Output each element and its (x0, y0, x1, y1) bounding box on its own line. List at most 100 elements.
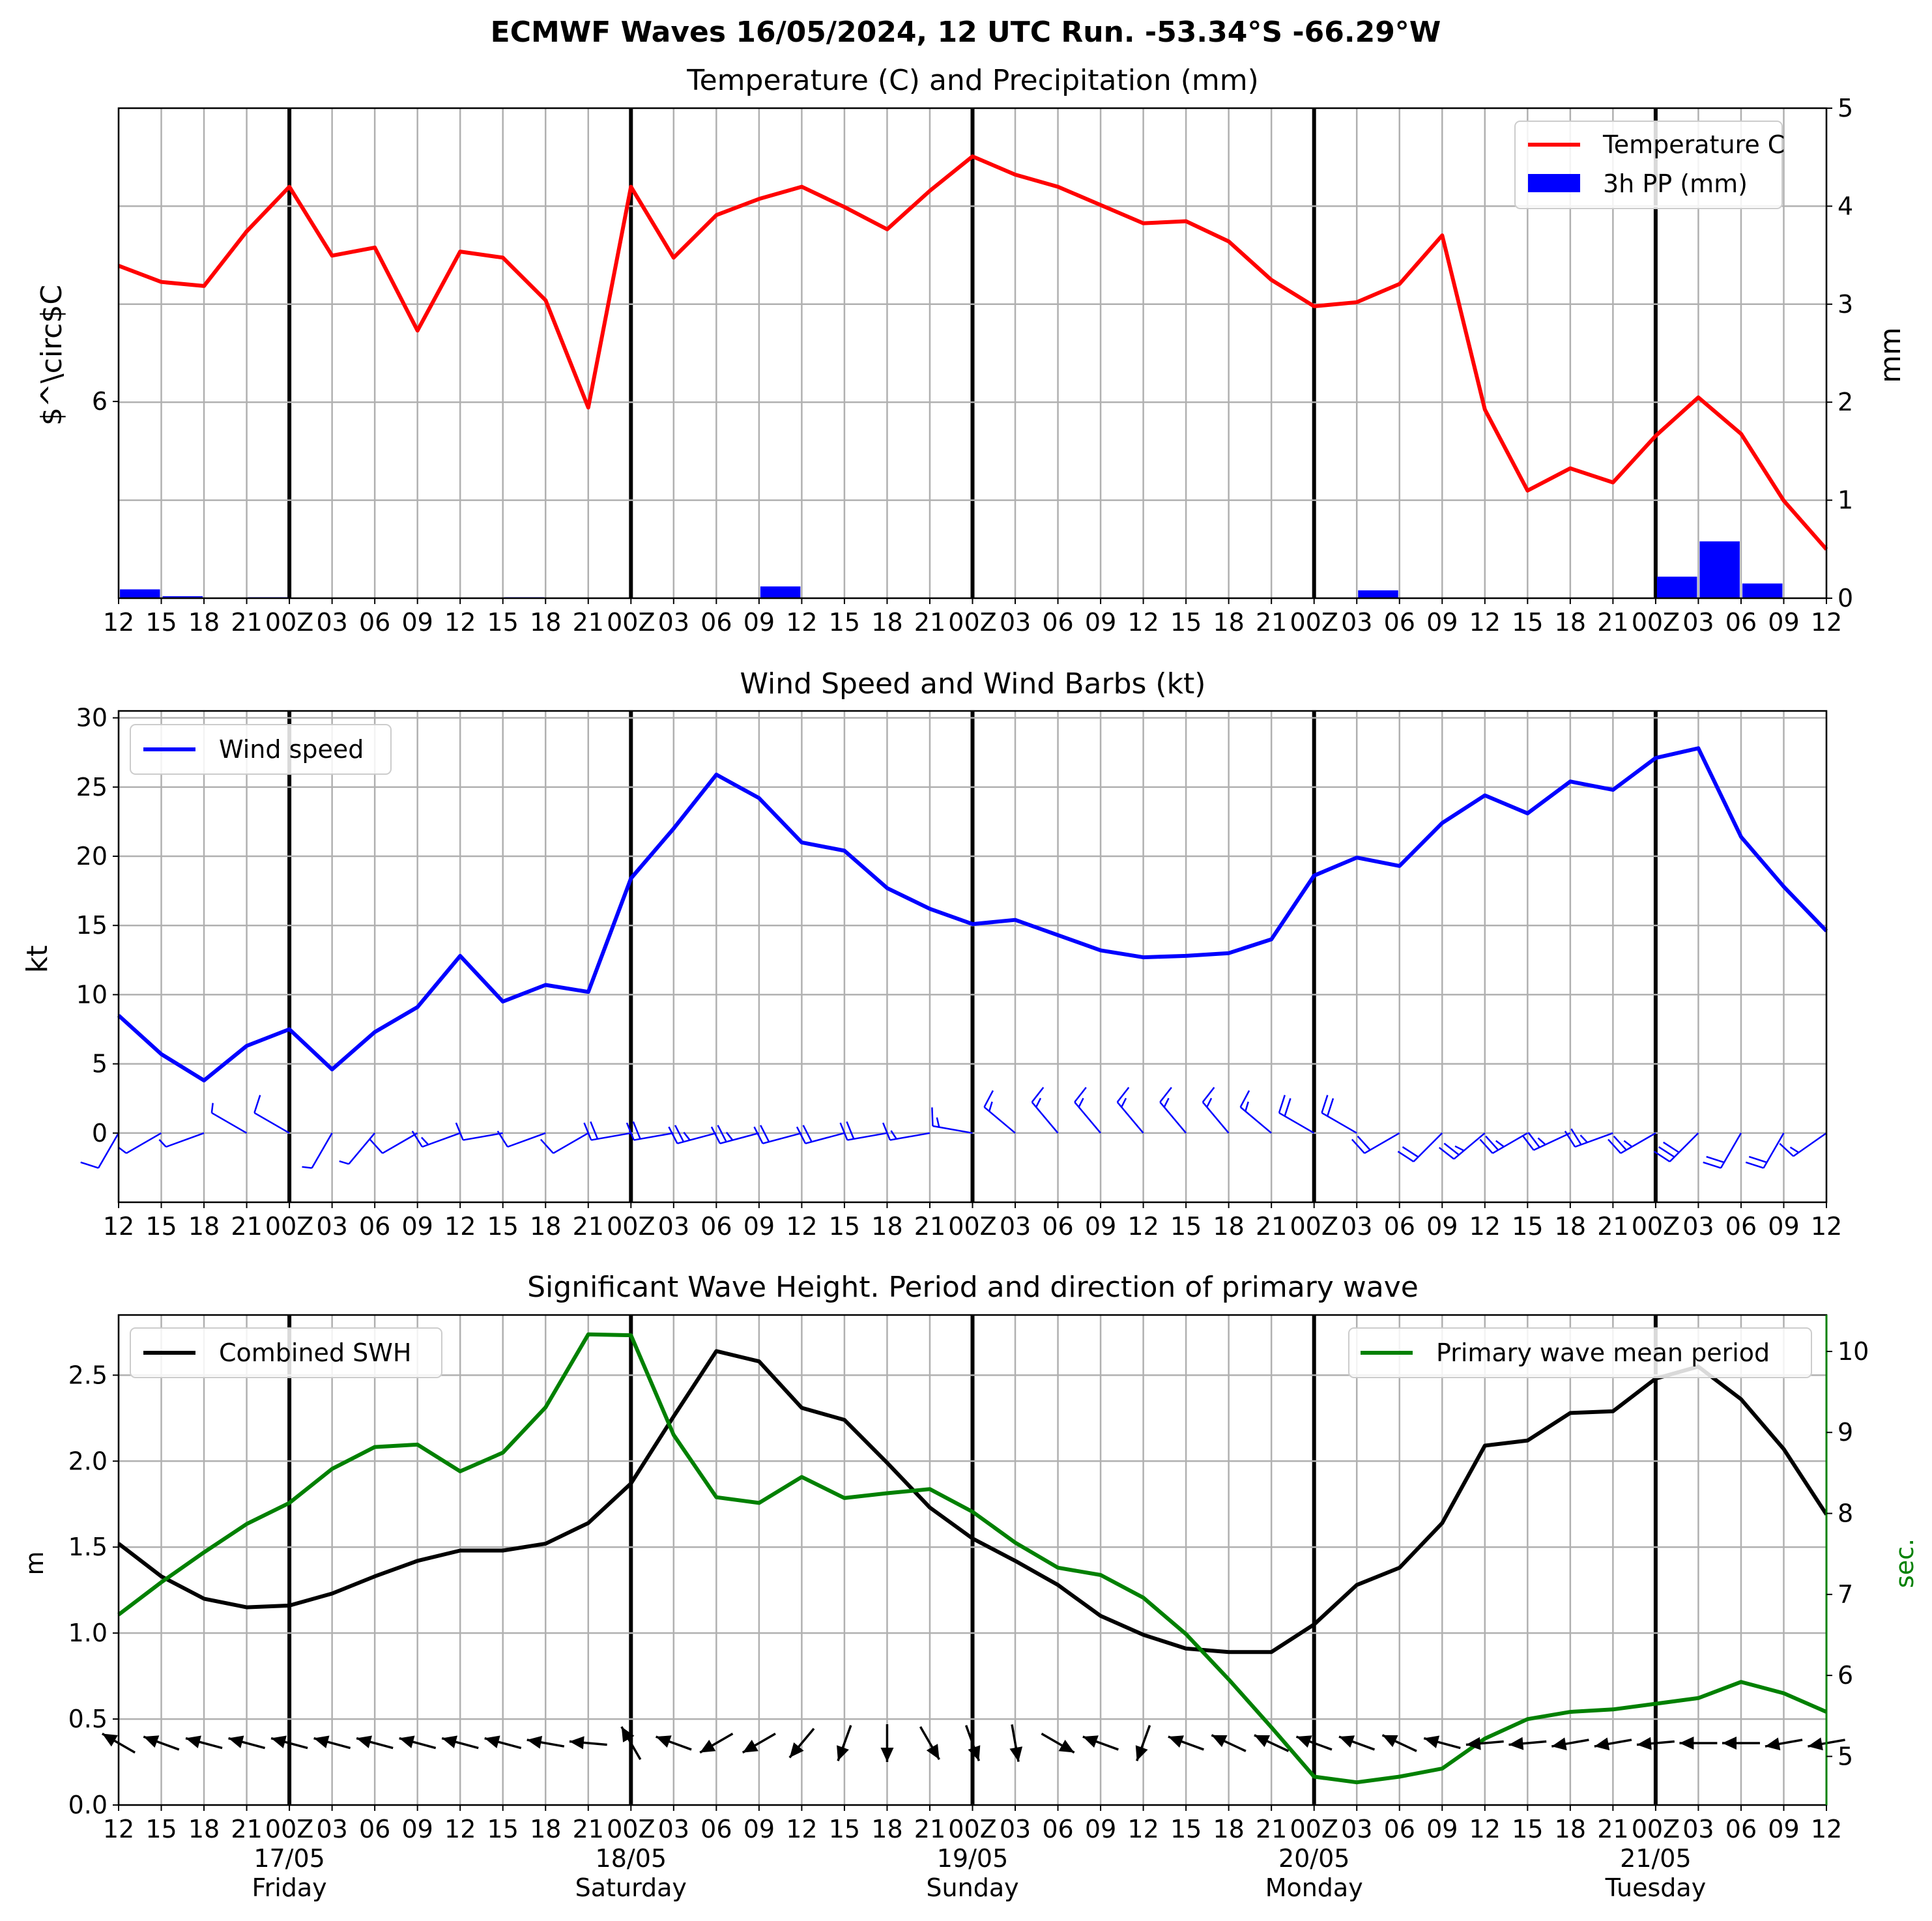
y2-tick-label: 0 (1838, 584, 1853, 613)
barb-flag (1074, 1086, 1087, 1103)
x-tick-label: 18 (871, 1815, 902, 1843)
arrow-head (1722, 1737, 1737, 1750)
arrow-head (700, 1739, 716, 1753)
x-tick-label: 15 (829, 608, 860, 637)
x-tick-label: 18 (871, 608, 902, 637)
wave-direction-arrow (788, 1727, 815, 1759)
arrow-head (1254, 1735, 1271, 1748)
wind-barbs (80, 1086, 1827, 1169)
barb-staff (1669, 1132, 1699, 1163)
wind-barb (1521, 1132, 1571, 1151)
x-tick-label: 15 (145, 1815, 177, 1843)
x-tick-label: 18 (1555, 1815, 1586, 1843)
barb-flag (117, 1146, 127, 1154)
period-legend: Primary wave mean period (1348, 1327, 1812, 1378)
y-tick-label: 2.5 (68, 1361, 108, 1389)
barb-flag (420, 1136, 429, 1146)
wave-direction-arrow (964, 1725, 981, 1761)
y-tick-label: 20 (76, 842, 108, 871)
x-tick-label: 09 (743, 608, 775, 637)
wave-grid (117, 1315, 1828, 1806)
barb-flag (411, 1131, 423, 1148)
wave-direction-arrow (484, 1735, 522, 1750)
x-tick-label: 21 (573, 1815, 604, 1843)
barb-flag (839, 1122, 848, 1141)
arrow-head (356, 1735, 372, 1748)
x-tick-label: 12 (786, 608, 817, 637)
wind-lines (117, 746, 1828, 1083)
precip-bar (1742, 583, 1783, 598)
arrow-head (569, 1736, 584, 1750)
wave-direction-arrow (1508, 1737, 1547, 1750)
x-tick-label: 21 (231, 1815, 262, 1843)
barb-flag (1163, 1097, 1170, 1108)
barb-flag (1779, 1142, 1795, 1157)
x-tick-label: 15 (1170, 608, 1202, 637)
barb-staff (591, 1132, 631, 1141)
barb-flag (158, 1139, 167, 1148)
barb-flag (1397, 1151, 1415, 1163)
arrow-head (442, 1735, 457, 1748)
barb-staff (253, 1112, 290, 1134)
barb-flag (1537, 1137, 1546, 1146)
barb-flag (1579, 1134, 1588, 1144)
barb-staff (422, 1132, 461, 1148)
wind-barb (497, 1131, 546, 1148)
x-tick-label: 18 (1213, 1815, 1244, 1843)
barb-staff (1278, 1112, 1315, 1134)
x-tick-label: 15 (1170, 1212, 1202, 1241)
legend-wind-speed: Wind speed (219, 735, 364, 764)
x-tick-label: 03 (1341, 1212, 1372, 1241)
y2-tick-label: 5 (1838, 1742, 1853, 1770)
barb-flag (1245, 1101, 1249, 1112)
y2-tick-label: 1 (1838, 486, 1853, 515)
x-tick-label: 09 (1085, 1212, 1116, 1241)
y2-tick-label: 10 (1838, 1337, 1869, 1366)
barb-flag (1402, 1146, 1419, 1158)
x-tick-label: 00Z (1290, 608, 1338, 637)
x-tick-label: 06 (700, 1212, 732, 1241)
wind-barb (1278, 1095, 1315, 1134)
x-tick-label: 18 (1213, 608, 1244, 637)
barb-staff (805, 1132, 845, 1145)
x-tick-label: 00Z (607, 1815, 655, 1843)
arrow-head (399, 1735, 415, 1748)
barb-flag (1745, 1161, 1764, 1169)
x-tick-label: 12 (103, 1212, 134, 1241)
x-tick-label: 03 (316, 1815, 347, 1843)
wind-barb (983, 1090, 1016, 1134)
barb-flag (1116, 1086, 1130, 1103)
wave-direction-arrow (1636, 1737, 1675, 1750)
wave-direction-arrow (1381, 1734, 1417, 1752)
x-tick-label: 09 (401, 608, 433, 637)
x-tick-label: 15 (487, 1212, 519, 1241)
y2-tick-label: 2 (1838, 388, 1853, 416)
x-tick-label: 15 (829, 1212, 860, 1241)
barb-staff (633, 1132, 674, 1141)
wave-direction-arrow (1295, 1735, 1333, 1751)
arrow-head (1424, 1735, 1440, 1748)
arrow-head (789, 1742, 804, 1758)
x-tick-label: 06 (359, 1815, 390, 1843)
arrow-head (271, 1735, 287, 1748)
wind-barb (1479, 1132, 1528, 1154)
wave-direction-arrow (313, 1735, 351, 1750)
barb-staff (1620, 1132, 1656, 1154)
barb-staff (1364, 1132, 1400, 1154)
day-date-label: 21/05 (1620, 1844, 1692, 1873)
x-tick-label: 03 (316, 1212, 347, 1241)
x-tick-label: 15 (145, 1212, 177, 1241)
wind-barb (1202, 1086, 1230, 1134)
x-tick-label: 06 (700, 608, 732, 637)
y2-tick-label: 4 (1838, 192, 1853, 220)
barb-flag (339, 1160, 349, 1165)
barb-flag (674, 1125, 685, 1142)
x-tick-label: 03 (658, 1815, 689, 1843)
arrow-head (1211, 1735, 1228, 1748)
day-name-label: Saturday (575, 1873, 687, 1902)
x-tick-label: 06 (700, 1815, 732, 1843)
y2-tick-label: 6 (1838, 1661, 1853, 1690)
barb-flag (80, 1161, 99, 1169)
y-tick-label: 0.0 (68, 1791, 108, 1819)
barb-staff (1763, 1133, 1785, 1169)
